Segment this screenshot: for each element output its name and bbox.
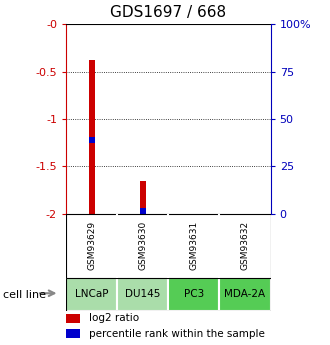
Bar — [168, 278, 219, 310]
Bar — [219, 278, 271, 310]
Text: log2 ratio: log2 ratio — [89, 313, 139, 323]
Bar — [140, 208, 146, 214]
Text: GSM93630: GSM93630 — [138, 221, 147, 270]
Bar — [117, 278, 168, 310]
Bar — [140, 181, 146, 214]
Text: GSM93632: GSM93632 — [241, 221, 249, 270]
Text: PC3: PC3 — [184, 289, 204, 299]
Bar — [66, 278, 117, 310]
Text: LNCaP: LNCaP — [75, 289, 108, 299]
Text: cell line: cell line — [3, 290, 46, 300]
Text: DU145: DU145 — [125, 289, 160, 299]
Title: GDS1697 / 668: GDS1697 / 668 — [110, 5, 226, 20]
Text: GSM93631: GSM93631 — [189, 221, 198, 270]
Text: MDA-2A: MDA-2A — [224, 289, 266, 299]
Text: GSM93629: GSM93629 — [87, 221, 96, 270]
Bar — [66, 314, 80, 323]
Text: percentile rank within the sample: percentile rank within the sample — [89, 329, 265, 339]
Bar — [88, 137, 95, 142]
Bar — [88, 60, 95, 214]
Bar — [66, 329, 80, 338]
